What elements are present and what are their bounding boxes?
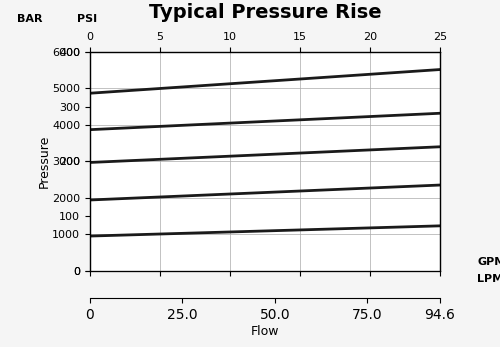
- Text: BAR: BAR: [17, 14, 43, 24]
- Title: Typical Pressure Rise: Typical Pressure Rise: [148, 3, 382, 23]
- X-axis label: Flow: Flow: [251, 325, 279, 338]
- Text: LPM: LPM: [478, 274, 500, 284]
- Text: GPM: GPM: [478, 257, 500, 267]
- Text: Pressure: Pressure: [38, 135, 51, 188]
- Text: PSI: PSI: [78, 14, 98, 24]
